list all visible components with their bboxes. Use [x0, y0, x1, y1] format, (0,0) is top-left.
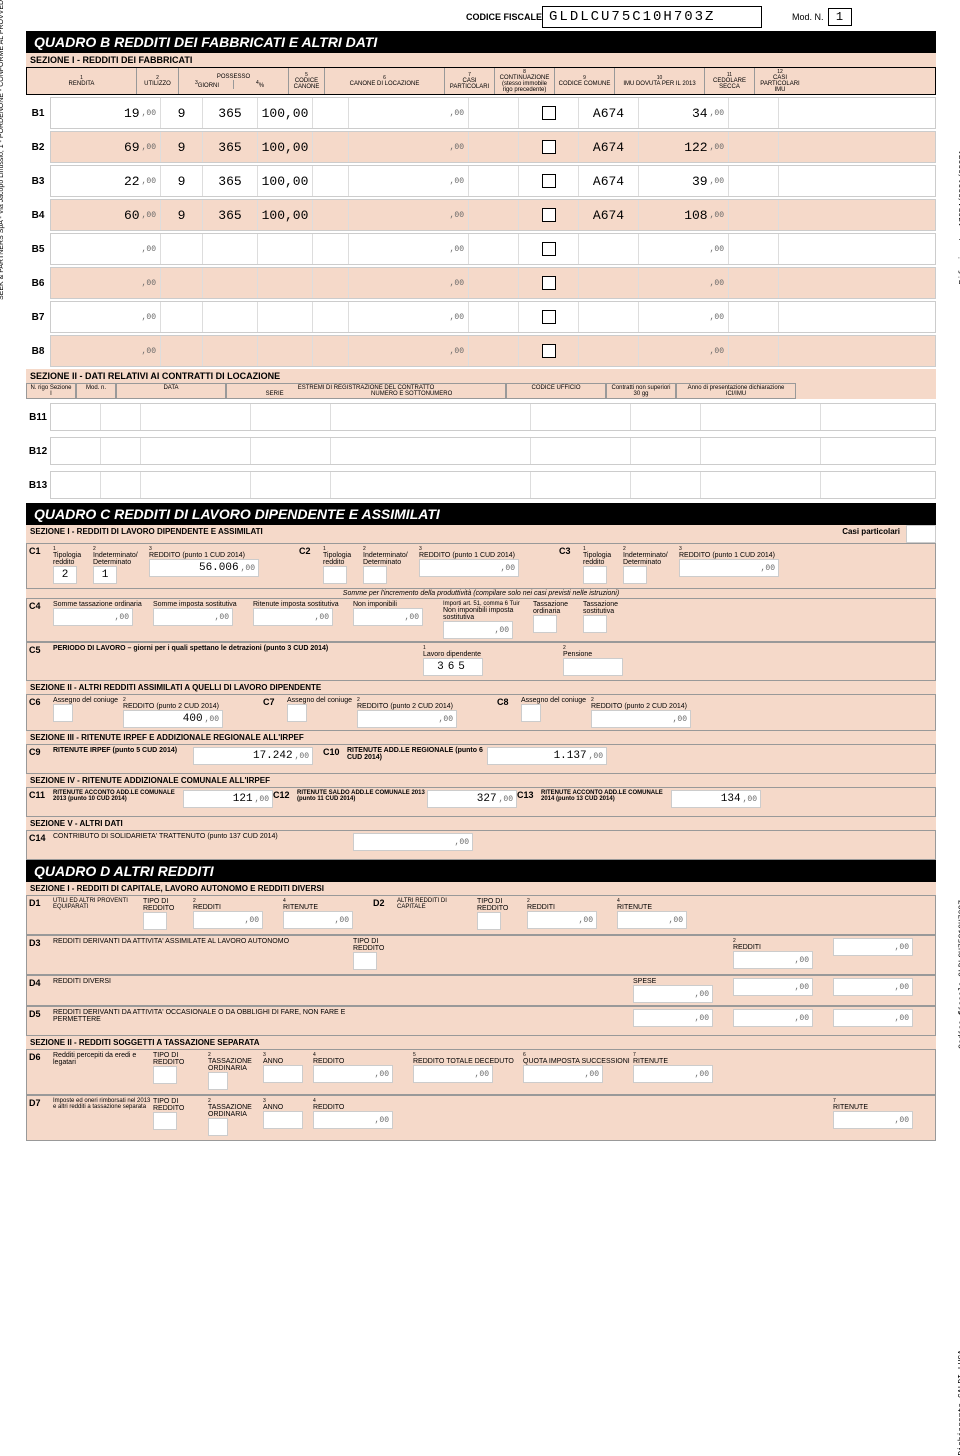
row-d6: D6 Redditi percepiti da eredi e legatari… — [26, 1049, 936, 1095]
row-c9-10: C9 RITENUTE IRPEF (punto 5 CUD 2014) 17.… — [26, 744, 936, 774]
quadro-c-sez3: SEZIONE III - RITENUTE IRPEF E ADDIZIONA… — [26, 731, 936, 744]
casi-particolari: Casi particolari — [836, 525, 906, 543]
checkbox[interactable] — [542, 140, 556, 154]
row-d4: D4 REDDITI DIVERSI SPESE,00 ,00 ,00 — [26, 975, 936, 1006]
quadro-d-title: QUADRO D ALTRI REDDITI — [26, 860, 936, 882]
quadro-d-sez1: SEZIONE I - REDDITI DI CAPITALE, LAVORO … — [26, 882, 936, 895]
row-c5: C5 PERIODO DI LAVORO – giorni per i qual… — [26, 642, 936, 681]
row-B1: B1 19,00 9 365 100,00 ,00 A674 34,00 — [26, 97, 936, 129]
quadro-c-sez5: SEZIONE V - ALTRI DATI — [26, 817, 936, 830]
checkbox[interactable] — [542, 344, 556, 358]
row-B5: B5 ,00 ,00 ,00 — [26, 233, 936, 265]
checkbox[interactable] — [542, 106, 556, 120]
quadro-c-sez4: SEZIONE IV - RITENUTE ADDIZIONALE COMUNA… — [26, 774, 936, 787]
quadro-c-title: QUADRO C REDDITI DI LAVORO DIPENDENTE E … — [26, 503, 936, 525]
row-B12: B12 — [26, 435, 936, 467]
checkbox[interactable] — [542, 174, 556, 188]
quadro-b-columns: 1RENDITA 2UTILIZZO POSSESSO 3GIORNI4% 5C… — [26, 67, 936, 95]
quadro-d-sez2: SEZIONE II - REDDITI SOGGETTI A TASSAZIO… — [26, 1036, 936, 1049]
cf-label: CODICE FISCALE — [466, 12, 542, 22]
row-B11: B11 — [26, 401, 936, 433]
row-B13: B13 — [26, 469, 936, 501]
row-d3: D3 REDDITI DERIVANTI DA ATTIVITA' ASSIMI… — [26, 935, 936, 975]
checkbox[interactable] — [542, 310, 556, 324]
row-B7: B7 ,00 ,00 ,00 — [26, 301, 936, 333]
tax-form: SEEK & PARTNERS SpA - Via Jacopo Linussi… — [0, 0, 960, 1147]
row-c11-13: C11 RITENUTE ACCONTO ADD.LE COMUNALE 201… — [26, 787, 936, 817]
somme-note: Somme per l'incremento della produttivit… — [26, 589, 936, 598]
checkbox[interactable] — [542, 276, 556, 290]
cf-value: GLDLCU75C10H703Z — [542, 6, 762, 28]
checkbox[interactable] — [542, 242, 556, 256]
mod-n-label: Mod. N. — [792, 12, 824, 22]
quadro-b-title: QUADRO B REDDITI DEI FABBRICATI E ALTRI … — [26, 31, 936, 53]
quadro-c-sez2: SEZIONE II - ALTRI REDDITI ASSIMILATI A … — [26, 681, 936, 694]
row-B4: B4 60,00 9 365 100,00 ,00 A674 108,00 — [26, 199, 936, 231]
quadro-b-sec2-cols: N. rigo Sezione I Mod. n. DATA ESTREMI D… — [26, 383, 936, 399]
checkbox[interactable] — [542, 208, 556, 222]
row-B6: B6 ,00 ,00 ,00 — [26, 267, 936, 299]
row-B8: B8 ,00 ,00 ,00 — [26, 335, 936, 367]
quadro-b-sez1: SEZIONE I - REDDITI DEI FABBRICATI — [26, 53, 936, 67]
row-c4: C4 Somme tassazione ordinaria,00 Somme i… — [26, 598, 936, 642]
row-d5: D5 REDDITI DERIVANTI DA ATTIVITA' OCCASI… — [26, 1006, 936, 1036]
quadro-b-sez2: SEZIONE II - DATI RELATIVI AI CONTRATTI … — [26, 369, 936, 383]
row-d1-d2: D1 UTILI ED ALTRI PROVENTI EQUIPARATI TI… — [26, 895, 936, 935]
quadro-c-sez1: SEZIONE I - REDDITI DI LAVORO DIPENDENTE… — [26, 525, 836, 543]
row-B2: B2 69,00 9 365 100,00 ,00 A674 122,00 — [26, 131, 936, 163]
mod-n-value: 1 — [828, 8, 852, 26]
row-d7: D7 Imposte ed oneri rimborsati nel 2013 … — [26, 1095, 936, 1141]
row-c14: C14 CONTRIBUTO DI SOLIDARIETA' TRATTENUT… — [26, 830, 936, 860]
row-c1: C1 1Tipologia reddito2 2Indeterminato/ D… — [26, 543, 936, 589]
row-c6-8: C6 Assegno del coniuge 2REDDITO (punto 2… — [26, 694, 936, 731]
row-B3: B3 22,00 9 365 100,00 ,00 A674 39,00 — [26, 165, 936, 197]
sidebar-left: SEEK & PARTNERS SpA - Via Jacopo Linussi… — [0, 0, 5, 300]
